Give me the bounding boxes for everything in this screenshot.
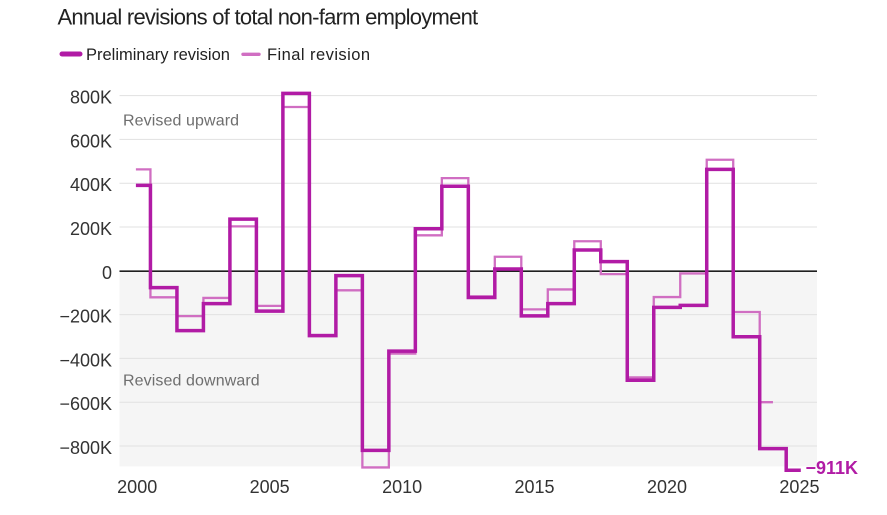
svg-text:−911K: −911K bbox=[806, 458, 859, 478]
svg-text:Final revision: Final revision bbox=[267, 46, 371, 64]
svg-text:Annual revisions of total non-: Annual revisions of total non-farm emplo… bbox=[58, 5, 479, 30]
svg-text:2025: 2025 bbox=[779, 477, 819, 497]
svg-text:400K: 400K bbox=[70, 175, 112, 195]
svg-text:−400K: −400K bbox=[59, 350, 112, 370]
svg-text:Revised upward: Revised upward bbox=[123, 113, 239, 130]
svg-text:Revised downward: Revised downward bbox=[123, 373, 260, 390]
svg-text:2010: 2010 bbox=[382, 477, 422, 497]
svg-text:2015: 2015 bbox=[515, 477, 555, 497]
svg-text:600K: 600K bbox=[70, 131, 112, 151]
svg-text:2000: 2000 bbox=[117, 477, 157, 497]
svg-text:2020: 2020 bbox=[647, 477, 687, 497]
svg-text:200K: 200K bbox=[70, 219, 112, 239]
svg-text:0: 0 bbox=[102, 263, 112, 283]
svg-text:−600K: −600K bbox=[59, 394, 112, 414]
svg-text:−800K: −800K bbox=[59, 438, 112, 458]
svg-text:−200K: −200K bbox=[59, 307, 112, 327]
svg-text:2005: 2005 bbox=[250, 477, 290, 497]
svg-text:800K: 800K bbox=[70, 88, 112, 108]
svg-text:Preliminary revision: Preliminary revision bbox=[86, 46, 230, 64]
